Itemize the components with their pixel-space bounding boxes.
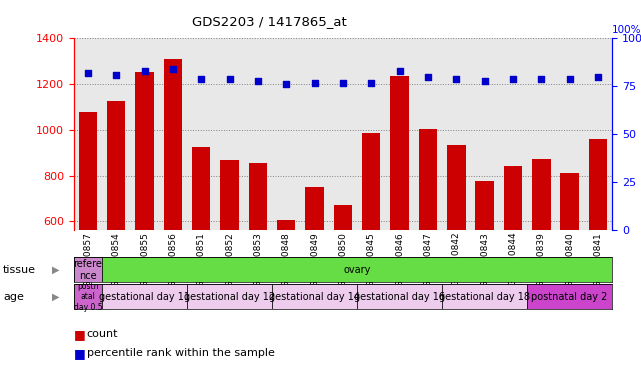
- Bar: [79, 111, 97, 358]
- Text: ■: ■: [74, 347, 85, 360]
- Bar: [187, 284, 272, 309]
- Point: [140, 68, 150, 74]
- Bar: [589, 139, 607, 358]
- Bar: [249, 163, 267, 358]
- Bar: [334, 205, 352, 358]
- Bar: [504, 166, 522, 358]
- Bar: [476, 180, 494, 358]
- Point: [423, 74, 433, 80]
- Text: postnatal day 2: postnatal day 2: [531, 291, 608, 302]
- Point: [593, 74, 603, 80]
- Bar: [560, 173, 579, 358]
- Bar: [102, 284, 187, 309]
- Text: count: count: [87, 329, 118, 339]
- Bar: [390, 76, 409, 358]
- Bar: [532, 159, 551, 358]
- Bar: [527, 284, 612, 309]
- Bar: [221, 159, 239, 358]
- Text: age: age: [3, 291, 24, 302]
- Bar: [107, 101, 126, 358]
- Point: [536, 76, 546, 82]
- Point: [224, 76, 235, 82]
- Point: [565, 76, 575, 82]
- Point: [508, 76, 518, 82]
- Text: refere
nce: refere nce: [74, 259, 103, 281]
- Text: GDS2203 / 1417865_at: GDS2203 / 1417865_at: [192, 15, 347, 28]
- Point: [338, 79, 348, 86]
- Text: gestational day 16: gestational day 16: [354, 291, 445, 302]
- Text: gestational day 18: gestational day 18: [439, 291, 530, 302]
- Point: [479, 78, 490, 84]
- Bar: [272, 284, 357, 309]
- Text: 100%: 100%: [612, 25, 641, 35]
- Bar: [135, 71, 154, 358]
- Bar: [163, 59, 182, 358]
- Text: tissue: tissue: [3, 265, 36, 275]
- Point: [253, 78, 263, 84]
- Bar: [277, 220, 296, 358]
- Point: [83, 70, 93, 76]
- Text: ■: ■: [74, 328, 85, 341]
- Point: [451, 76, 462, 82]
- Point: [281, 81, 292, 88]
- Bar: [447, 145, 465, 358]
- Point: [196, 76, 206, 82]
- Text: gestational day 12: gestational day 12: [184, 291, 275, 302]
- Point: [168, 66, 178, 72]
- Bar: [362, 132, 381, 358]
- Point: [310, 79, 320, 86]
- Text: ▶: ▶: [52, 265, 60, 275]
- Text: gestational day 11: gestational day 11: [99, 291, 190, 302]
- Text: ovary: ovary: [344, 265, 370, 275]
- Text: gestational day 14: gestational day 14: [269, 291, 360, 302]
- Text: postn
atal
day 0.5: postn atal day 0.5: [74, 282, 102, 311]
- Bar: [357, 284, 442, 309]
- Bar: [74, 284, 102, 309]
- Bar: [192, 147, 210, 358]
- Point: [366, 79, 376, 86]
- Bar: [74, 257, 102, 282]
- Point: [111, 72, 121, 78]
- Point: [394, 68, 404, 74]
- Bar: [442, 284, 527, 309]
- Text: percentile rank within the sample: percentile rank within the sample: [87, 348, 274, 358]
- Bar: [419, 129, 437, 358]
- Text: ▶: ▶: [52, 291, 60, 302]
- Bar: [305, 187, 324, 358]
